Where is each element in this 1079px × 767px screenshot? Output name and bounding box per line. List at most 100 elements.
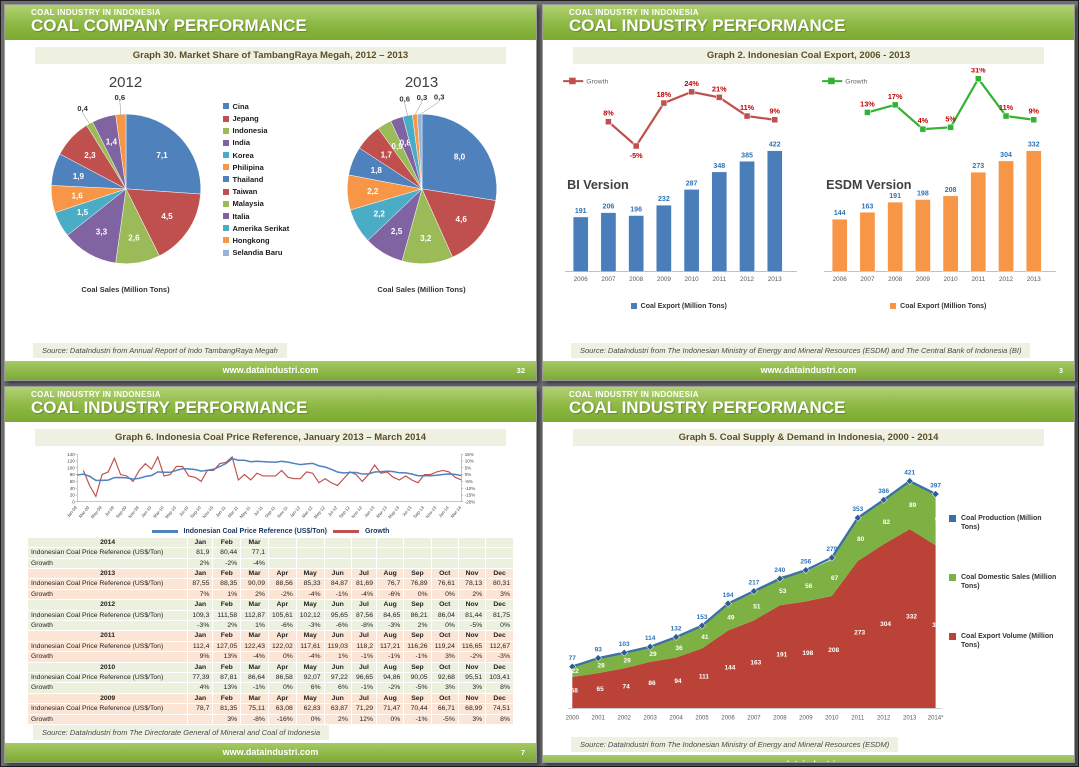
- footer-url: www.dataindustri.com: [222, 747, 319, 757]
- footer-url: www.dataindustri.com: [222, 365, 319, 375]
- svg-text:191: 191: [890, 193, 902, 200]
- svg-text:Sep-10: Sep-10: [189, 504, 202, 518]
- svg-text:163: 163: [862, 203, 874, 210]
- svg-text:2000: 2000: [566, 716, 580, 722]
- svg-text:3,3: 3,3: [95, 227, 107, 236]
- slide-title: COAL INDUSTRY PERFORMANCE: [31, 398, 308, 417]
- svg-text:0,4: 0,4: [77, 104, 88, 113]
- svg-text:11%: 11%: [740, 103, 755, 112]
- svg-text:2001: 2001: [592, 716, 606, 722]
- legend-label: Coal Export Volume (Million Tons): [961, 632, 1054, 650]
- slide-kicker: COAL INDUSTRY IN INDONESIA: [31, 390, 161, 399]
- legend-swatch: [630, 303, 637, 310]
- svg-text:Jul-13: Jul-13: [401, 504, 413, 517]
- svg-text:36: 36: [675, 645, 683, 652]
- source-note: Source: DataIndustri from Annual Report …: [33, 343, 287, 358]
- svg-text:Jan-10: Jan-10: [139, 504, 152, 518]
- legend-swatch: [222, 176, 229, 183]
- slide-kicker: COAL INDUSTRY IN INDONESIA: [31, 8, 161, 17]
- bi-version-block: Growth 191 2006 206 2007 196 2008 232 2009 287 201…: [549, 68, 809, 343]
- svg-text:100: 100: [67, 465, 75, 470]
- svg-text:94: 94: [674, 678, 682, 685]
- source-note: Source: DataIndustri from The Indonesian…: [571, 343, 1031, 358]
- legend-item: Jepang: [222, 114, 325, 123]
- svg-text:2006: 2006: [833, 276, 848, 283]
- svg-text:0,3: 0,3: [416, 93, 427, 102]
- legend-swatch: [949, 632, 956, 640]
- legend-item: Korea: [222, 150, 325, 160]
- svg-text:206: 206: [602, 203, 614, 210]
- svg-text:28: 28: [597, 662, 605, 669]
- svg-text:2007: 2007: [601, 276, 616, 283]
- legend-item: Coal Domestic Sales (Million Tons): [949, 573, 1057, 592]
- svg-text:Nov-12: Nov-12: [350, 504, 363, 518]
- slide-footer: www.dataindustri.com 32: [5, 361, 536, 380]
- graph-title: Graph 2. Indonesian Coal Export, 2006 - …: [573, 46, 1044, 64]
- svg-text:217: 217: [749, 579, 760, 586]
- svg-text:41: 41: [701, 634, 709, 641]
- svg-text:21%: 21%: [712, 84, 727, 93]
- svg-text:287: 287: [685, 180, 697, 187]
- area-chart-legend: Coal Production (Million Tons) Coal Domes…: [949, 452, 1057, 737]
- slide-kicker: COAL INDUSTRY IN INDONESIA: [569, 390, 699, 399]
- svg-text:5%: 5%: [464, 465, 471, 470]
- svg-text:Growth: Growth: [586, 79, 608, 86]
- legend-label: Thailand: [232, 174, 264, 184]
- svg-text:Sep-12: Sep-12: [337, 504, 350, 518]
- svg-text:0,6: 0,6: [114, 93, 125, 102]
- svg-text:0,3: 0,3: [433, 93, 444, 102]
- svg-text:89: 89: [909, 502, 917, 509]
- legend-swatch: [222, 152, 229, 159]
- legend-swatch: [222, 115, 229, 122]
- svg-text:Nov-13: Nov-13: [424, 504, 437, 518]
- slide-title: COAL INDUSTRY PERFORMANCE: [569, 16, 846, 35]
- svg-text:Jul-09: Jul-09: [103, 504, 115, 517]
- svg-text:2008: 2008: [629, 276, 644, 283]
- svg-text:65: 65: [597, 686, 605, 693]
- svg-text:May-13: May-13: [387, 504, 400, 519]
- svg-text:82: 82: [883, 519, 891, 526]
- svg-text:Mar-13: Mar-13: [375, 504, 388, 518]
- legend-swatch: [222, 249, 229, 256]
- svg-text:232: 232: [658, 196, 670, 203]
- pie-legend: Cina Jepang Indonesia India Korea Philipina Th…: [222, 72, 325, 257]
- pie-caption: Coal Sales (Million Tons): [81, 284, 170, 294]
- graph-title: Graph 6. Indonesia Coal Price Reference,…: [35, 428, 506, 446]
- legend-item: Coal Export Volume (Million Tons): [949, 632, 1057, 651]
- legend-label: Amerika Serikat: [232, 223, 290, 233]
- svg-text:120: 120: [67, 458, 75, 463]
- slide-title: COAL COMPANY PERFORMANCE: [31, 16, 307, 35]
- svg-text:Mar-14: Mar-14: [449, 504, 462, 518]
- table-row: Growth 9% 13% -4% 0% -4% 1% -1% -1% -1% 3% -2% -3%: [26, 651, 514, 663]
- page-number: 32: [516, 366, 525, 375]
- legend-label: Italia: [232, 211, 250, 221]
- svg-text:Jan-11: Jan-11: [214, 504, 227, 518]
- svg-text:60: 60: [69, 479, 75, 484]
- svg-text:2013: 2013: [767, 276, 782, 283]
- svg-text:29: 29: [623, 657, 631, 664]
- legend-item: Thailand: [222, 174, 325, 184]
- legend-swatch: [222, 103, 229, 110]
- legend-item: Indonesia: [222, 126, 325, 135]
- legend-label: Hongkong: [232, 235, 270, 245]
- svg-text:Growth: Growth: [846, 79, 868, 86]
- table-row: Growth 7% 1% 2% -2% -4% -1% -4% -6% 0% 0% 2% 3%: [26, 588, 514, 601]
- table-row: 2012 Jan Feb Mar Apr May Jun Jul Aug Sep Oct Nov Dec: [26, 599, 514, 611]
- svg-text:Jul-10: Jul-10: [178, 504, 190, 517]
- svg-text:273: 273: [973, 163, 985, 170]
- legend-label: Korea: [232, 150, 254, 160]
- table-row: 2011 Jan Feb Mar Apr May Jun Jul Aug Sep Oct Nov Dec: [26, 630, 514, 642]
- svg-text:385: 385: [741, 152, 753, 159]
- svg-text:2003: 2003: [643, 716, 657, 722]
- svg-text:304: 304: [880, 621, 891, 628]
- svg-text:153: 153: [697, 614, 708, 621]
- svg-text:56: 56: [805, 583, 813, 590]
- svg-text:Sep-13: Sep-13: [412, 504, 425, 518]
- legend-label: India: [232, 138, 251, 148]
- legend-swatch: [949, 573, 956, 581]
- pie-chart-2013: 8,0 4,6 3,2 2,5 2,2 2,2 1,8 1,70,90,8 0,6 0,3 0,3: [346, 93, 497, 264]
- svg-text:11%: 11%: [999, 103, 1014, 112]
- svg-text:-15%: -15%: [464, 493, 475, 498]
- table-row: 2010 Jan Feb Mar Apr May Jun Jul Aug Sep Oct Nov Dec: [26, 661, 514, 673]
